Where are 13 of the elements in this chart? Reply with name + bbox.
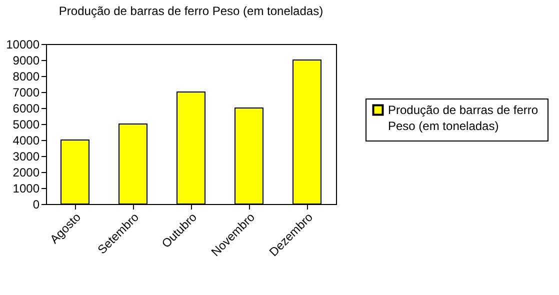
y-tick-label: 7000 (12, 86, 40, 100)
y-tick-label: 5000 (12, 118, 40, 132)
y-tick-label: 3000 (12, 150, 40, 164)
y-tick-label: 1000 (12, 182, 40, 196)
y-tick-label: 9000 (12, 54, 40, 68)
y-tick-label: 2000 (12, 166, 40, 180)
y-tick-label: 4000 (12, 134, 40, 148)
y-tick-label: 6000 (12, 102, 40, 116)
y-tick-label: 0 (32, 198, 40, 212)
legend-label: Produção de barras de ferro Peso (em toneladas) (388, 103, 538, 133)
y-tick-label: 8000 (12, 70, 40, 84)
y-tick-label: 10000 (6, 38, 40, 52)
chart-title: Produção de barras de ferro Peso (em toneladas) (58, 4, 324, 18)
